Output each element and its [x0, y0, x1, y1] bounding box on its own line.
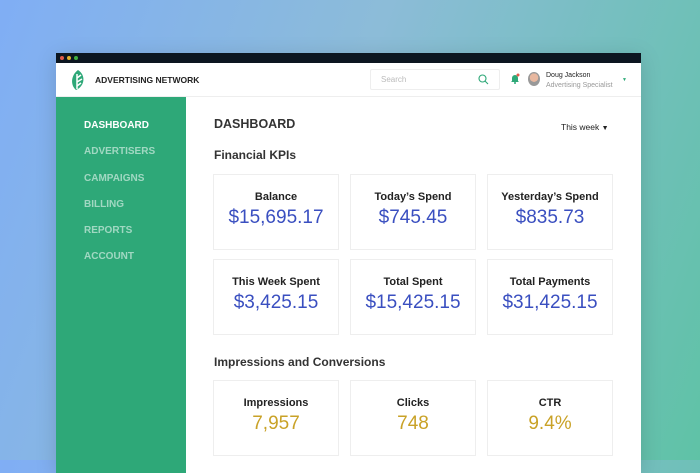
close-dot[interactable] — [60, 56, 64, 60]
maximize-dot[interactable] — [74, 56, 78, 60]
metric-card-clicks: Clicks 748 — [350, 380, 476, 456]
search-icon[interactable] — [478, 74, 489, 85]
sidebar-item-reports[interactable]: REPORTS — [84, 225, 133, 237]
kpi-label: Today’s Spend — [374, 191, 452, 203]
caret-down-icon: ▼ — [601, 125, 609, 132]
avatar[interactable] — [528, 72, 540, 86]
metric-value: 9.4% — [528, 413, 572, 434]
sidebar-item-campaigns[interactable]: CAMPAIGNS — [84, 172, 145, 184]
search-box[interactable] — [370, 69, 500, 90]
leaf-logo-icon — [72, 69, 84, 90]
brand-name: ADVERTISING NETWORK — [95, 74, 200, 85]
financial-kpis-heading: Financial KPIs — [214, 148, 297, 162]
metric-value: 748 — [397, 413, 429, 434]
metric-value: 7,957 — [252, 413, 300, 434]
kpi-value: $15,425.15 — [365, 292, 461, 313]
kpi-card-yesterdays-spend: Yesterday’s Spend $835.73 — [487, 174, 613, 250]
kpi-card-total-payments: Total Payments $31,425.15 — [487, 259, 613, 335]
metric-label: Impressions — [243, 397, 309, 409]
minimize-dot[interactable] — [67, 56, 71, 60]
page-title: DASHBOARD — [214, 117, 296, 131]
kpi-label: This Week Spent — [232, 276, 320, 288]
sidebar-item-advertisers[interactable]: ADVERTISERS — [84, 146, 156, 158]
kpi-value: $835.73 — [515, 207, 585, 228]
kpi-card-todays-spend: Today’s Spend $745.45 — [350, 174, 476, 250]
kpi-label: Balance — [254, 191, 298, 203]
user-role: Advertising Specialist — [546, 82, 613, 89]
app-window: ADVERTISING NETWORK Doug Jackson Adverti… — [56, 53, 641, 473]
kpi-value: $31,425.15 — [502, 292, 598, 313]
metric-card-ctr: CTR 9.4% — [487, 380, 613, 456]
metric-card-impressions: Impressions 7,957 — [213, 380, 339, 456]
kpi-value: $15,695.17 — [228, 207, 324, 228]
main-content: DASHBOARD This week ▼ Financial KPIs Bal… — [187, 97, 641, 473]
kpi-label: Yesterday’s Spend — [501, 191, 599, 203]
kpi-card-balance: Balance $15,695.17 — [213, 174, 339, 250]
kpi-card-total-spent: Total Spent $15,425.15 — [350, 259, 476, 335]
kpi-label: Total Payments — [509, 276, 591, 288]
sidebar-item-dashboard[interactable]: DASHBOARD — [84, 120, 149, 131]
kpi-label: Total Spent — [383, 276, 443, 288]
user-info[interactable]: Doug Jackson Advertising Specialist — [546, 71, 613, 91]
sidebar-item-account[interactable]: ACCOUNT — [84, 251, 134, 263]
title-bar — [56, 53, 641, 63]
kpi-value: $3,425.15 — [233, 292, 319, 313]
sidebar-item-billing[interactable]: BILLING — [84, 198, 124, 210]
kpi-value: $745.45 — [378, 207, 448, 228]
chevron-down-icon[interactable]: ▼ — [622, 77, 627, 83]
bell-icon[interactable] — [510, 73, 520, 84]
period-value: This week — [561, 122, 600, 132]
user-name: Doug Jackson — [546, 72, 591, 79]
kpi-card-this-week-spent: This Week Spent $3,425.15 — [213, 259, 339, 335]
impressions-heading: Impressions and Conversions — [214, 355, 386, 369]
search-input[interactable] — [381, 75, 471, 84]
metric-label: CTR — [538, 397, 562, 409]
header: ADVERTISING NETWORK Doug Jackson Adverti… — [56, 63, 641, 97]
sidebar: DASHBOARD ADVERTISERS CAMPAIGNS BILLING … — [56, 97, 186, 473]
period-select[interactable]: This week ▼ — [561, 122, 609, 132]
metric-label: Clicks — [396, 397, 430, 409]
